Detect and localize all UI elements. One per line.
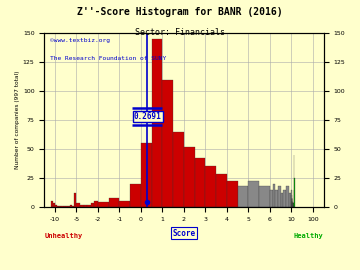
Text: Score: Score	[172, 229, 195, 238]
Bar	[91, 203, 94, 207]
Bar	[130, 184, 141, 207]
Bar	[152, 39, 162, 207]
Bar	[205, 166, 216, 207]
Bar	[248, 181, 259, 207]
Bar	[70, 205, 72, 207]
Text: 0.2691: 0.2691	[134, 112, 162, 121]
Bar	[259, 186, 270, 207]
Bar	[280, 193, 283, 207]
Bar	[275, 190, 278, 207]
Text: Z''-Score Histogram for BANR (2016): Z''-Score Histogram for BANR (2016)	[77, 7, 283, 17]
Bar	[55, 205, 57, 207]
Bar	[74, 193, 76, 207]
Y-axis label: Number of companies (997 total): Number of companies (997 total)	[15, 71, 20, 169]
Text: Unhealthy: Unhealthy	[44, 232, 82, 239]
Bar	[64, 206, 66, 207]
Bar	[51, 201, 53, 207]
Bar	[87, 205, 91, 207]
Bar	[270, 190, 273, 207]
Bar	[195, 158, 205, 207]
Bar	[76, 203, 80, 207]
Text: Healthy: Healthy	[294, 232, 324, 239]
Bar	[173, 132, 184, 207]
Bar	[57, 206, 59, 207]
Bar	[80, 205, 84, 207]
Bar	[94, 201, 98, 207]
Bar	[68, 206, 70, 207]
Bar	[286, 186, 289, 207]
Bar	[278, 186, 280, 207]
Bar	[66, 206, 68, 207]
Bar	[109, 198, 120, 207]
Text: Sector: Financials: Sector: Financials	[135, 28, 225, 37]
Bar	[141, 143, 152, 207]
Bar	[62, 206, 64, 207]
Bar	[289, 193, 291, 207]
Bar	[238, 186, 248, 207]
Bar	[59, 206, 62, 207]
Bar	[184, 147, 195, 207]
Bar	[84, 205, 87, 207]
Text: The Research Foundation of SUNY: The Research Foundation of SUNY	[50, 56, 166, 61]
Bar	[98, 202, 109, 207]
Bar	[162, 80, 173, 207]
Bar	[120, 201, 130, 207]
Bar	[53, 203, 55, 207]
Bar	[283, 190, 286, 207]
Bar	[227, 181, 238, 207]
Bar	[216, 174, 227, 207]
Text: ©www.textbiz.org: ©www.textbiz.org	[50, 38, 110, 43]
Bar	[273, 184, 275, 207]
Bar	[72, 206, 74, 207]
